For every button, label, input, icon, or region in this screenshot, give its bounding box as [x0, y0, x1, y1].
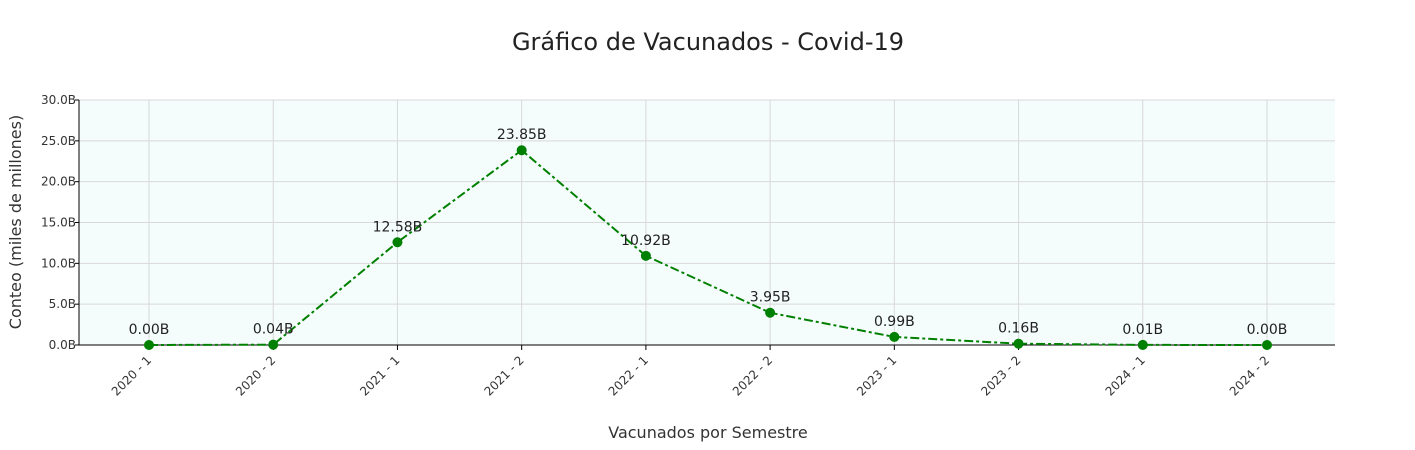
y-tick-label: 20.0B: [41, 175, 76, 189]
x-tick-label: 2020 - 2: [233, 353, 278, 398]
data-label: 23.85B: [497, 127, 547, 143]
data-point: [1262, 340, 1272, 350]
data-label: 0.16B: [998, 321, 1039, 337]
x-tick-label: 2021 - 1: [357, 353, 402, 398]
x-tick-label: 2023 - 1: [854, 353, 899, 398]
data-label: 0.99B: [874, 314, 915, 330]
x-tick-label: 2024 - 2: [1227, 353, 1272, 398]
series-line: [148, 148, 1268, 346]
data-label: 3.95B: [750, 290, 791, 306]
data-label: 0.01B: [1122, 322, 1163, 338]
data-point: [516, 145, 527, 156]
x-tick-label: 2020 - 1: [109, 353, 154, 398]
data-point: [889, 331, 900, 342]
x-tick-label: 2024 - 1: [1103, 353, 1148, 398]
data-point: [392, 237, 403, 248]
x-tick-label: 2022 - 2: [730, 353, 775, 398]
x-tick-label: 2022 - 1: [606, 353, 651, 398]
data-point: [640, 250, 651, 261]
data-label: 10.92B: [621, 233, 671, 249]
data-point: [1013, 338, 1024, 349]
x-axis-title: Vacunados por Semestre: [608, 423, 807, 442]
x-tick-label: 2021 - 2: [481, 353, 526, 398]
data-label: 0.00B: [129, 322, 170, 338]
data-point: [1137, 339, 1148, 350]
chart-title: Gráfico de Vacunados - Covid-19: [512, 28, 904, 56]
y-tick-label: 25.0B: [41, 134, 76, 148]
data-point: [765, 307, 776, 318]
y-tick-label: 10.0B: [41, 256, 76, 270]
data-point: [144, 340, 154, 350]
y-axis-title: Conteo (miles de millones): [6, 115, 25, 329]
data-point: [268, 339, 279, 350]
y-tick-label: 30.0B: [41, 93, 76, 107]
y-tick-label: 15.0B: [41, 216, 76, 230]
data-label: 0.04B: [253, 322, 294, 338]
data-label: 12.58B: [373, 219, 423, 235]
x-tick-label: 2023 - 2: [978, 353, 1023, 398]
y-tick-label: 5.0B: [49, 297, 76, 311]
data-label: 0.00B: [1247, 322, 1288, 338]
y-tick-label: 0.0B: [49, 338, 76, 352]
